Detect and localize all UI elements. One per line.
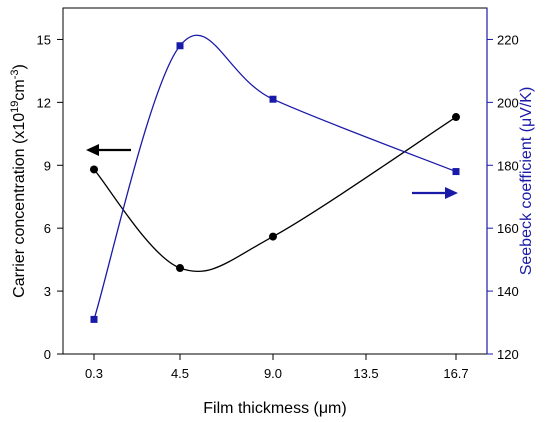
seebeck-data-point <box>452 168 460 176</box>
right-axis-title: Seebeck coefficient (μV/K) <box>518 87 535 276</box>
right-tick-label: 140 <box>497 284 519 299</box>
series-layer <box>90 34 460 323</box>
right-axis-ticks: 120 140 160 180 200 220 <box>487 32 519 362</box>
left-tick-label: 9 <box>44 158 51 173</box>
left-axis-ticks: 0 3 6 9 12 15 <box>37 32 63 362</box>
right-tick-label: 180 <box>497 158 519 173</box>
x-tick-label: 0.3 <box>85 366 103 381</box>
right-tick-label: 120 <box>497 347 519 362</box>
seebeck-data-point <box>176 42 184 50</box>
right-tick-label: 160 <box>497 221 519 236</box>
x-tick-label: 16.7 <box>443 366 468 381</box>
carrier-series-line <box>93 116 457 273</box>
right-tick-label: 200 <box>497 95 519 110</box>
carrier-data-point <box>176 264 184 273</box>
x-tick-label: 13.5 <box>353 366 378 381</box>
left-tick-label: 12 <box>37 95 51 110</box>
left-tick-label: 15 <box>37 32 51 47</box>
left-axis-title: Carrier concentration (x1019cm-3) <box>9 64 28 298</box>
carrier-data-point <box>269 232 277 241</box>
x-tick-label: 9.0 <box>264 366 282 381</box>
seebeck-data-point <box>90 315 98 323</box>
right-tick-label: 220 <box>497 32 519 47</box>
plot-frame <box>62 7 488 355</box>
seebeck-data-point <box>269 95 277 103</box>
left-tick-label: 6 <box>44 221 51 236</box>
right-axis-arrow <box>412 187 458 199</box>
x-axis-ticks: 0.3 4.5 9.0 13.5 16.7 <box>85 354 469 381</box>
carrier-data-point <box>90 165 98 174</box>
carrier-data-point <box>452 113 460 122</box>
left-tick-label: 3 <box>44 284 51 299</box>
left-tick-label: 0 <box>44 347 51 362</box>
seebeck-series-line <box>93 34 457 320</box>
left-axis-arrow <box>86 144 131 156</box>
x-axis-title: Film thickmess (μm) <box>203 400 346 417</box>
x-tick-label: 4.5 <box>171 366 189 381</box>
